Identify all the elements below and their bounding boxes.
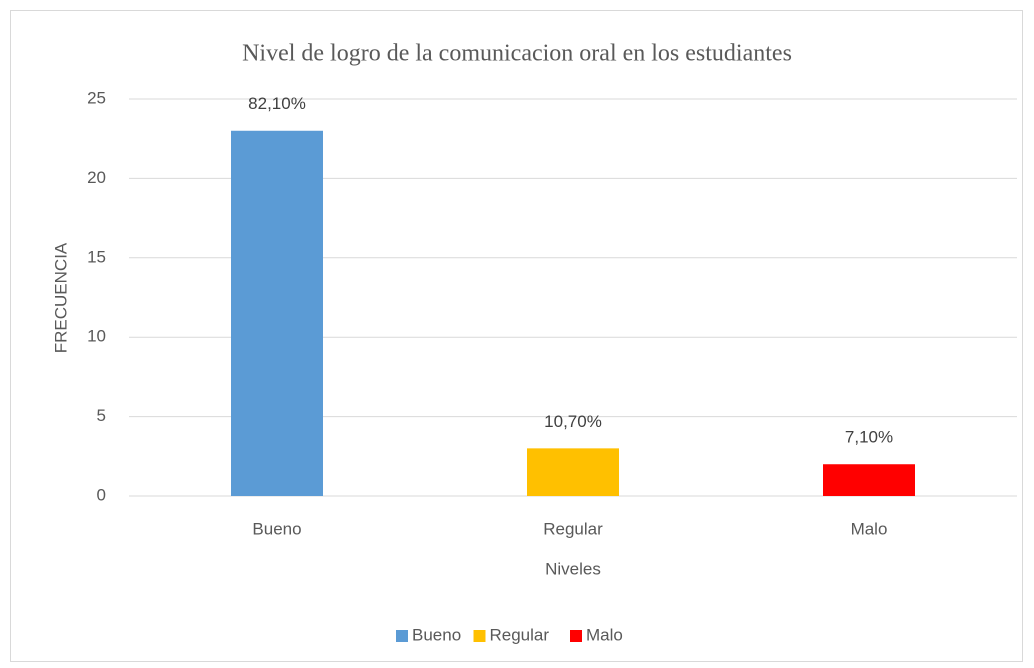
y-tick-label: 0 — [97, 485, 106, 504]
legend-label: Regular — [490, 625, 550, 644]
y-axis-label: FRECUENCIA — [51, 242, 70, 353]
x-axis-label: Niveles — [545, 559, 601, 578]
legend-label: Bueno — [412, 625, 461, 644]
bar — [823, 464, 915, 496]
bar — [231, 130, 323, 496]
y-tick-label: 5 — [97, 406, 106, 425]
y-tick-label: 25 — [87, 88, 106, 107]
x-tick-label: Malo — [851, 519, 888, 538]
legend-label: Malo — [586, 625, 623, 644]
bar — [527, 448, 619, 496]
chart-border — [10, 10, 1023, 662]
legend-swatch — [570, 630, 582, 642]
y-tick-label: 20 — [87, 168, 106, 187]
x-tick-label: Regular — [543, 519, 603, 538]
chart-title: Nivel de logro de la comunicacion oral e… — [242, 41, 792, 67]
x-tick-label: Bueno — [252, 519, 301, 538]
data-label: 82,10% — [248, 94, 306, 113]
y-tick-label: 15 — [87, 247, 106, 266]
y-tick-label: 10 — [87, 327, 106, 346]
legend-swatch — [473, 630, 486, 642]
data-label: 7,10% — [845, 428, 893, 447]
data-label: 10,70% — [544, 412, 602, 431]
legend-swatch — [396, 630, 408, 642]
